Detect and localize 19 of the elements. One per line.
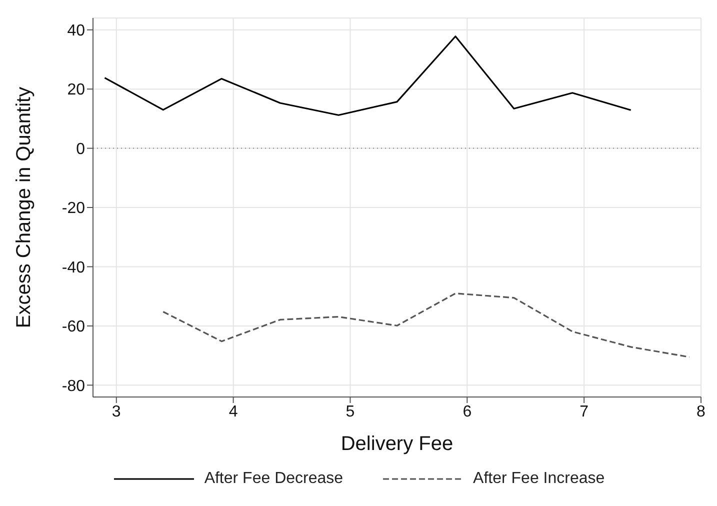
y-axis-title: Excess Change in Quantity [13, 86, 36, 328]
legend-label: After Fee Decrease [204, 470, 344, 488]
x-tick-label: 4 [228, 403, 238, 420]
x-tick-label: 6 [462, 403, 472, 420]
legend-label: After Fee Increase [473, 470, 605, 488]
x-tick-label: 7 [580, 403, 589, 420]
x-axis-title: Delivery Fee [340, 433, 454, 455]
line-series [162, 292, 690, 358]
x-tick-label: 8 [696, 403, 706, 420]
y-tick-label: 0 [76, 140, 86, 158]
y-tick-label: 40 [67, 22, 86, 40]
y-tick-label: -80 [62, 378, 86, 395]
line-series [104, 36, 632, 116]
y-tick-label: 20 [67, 82, 86, 99]
y-tick-label: -60 [62, 318, 86, 336]
y-tick-label: -40 [62, 259, 86, 276]
y-tick-label: -20 [62, 200, 86, 218]
x-tick-label: 3 [112, 403, 121, 420]
x-tick-label: 5 [346, 403, 355, 420]
